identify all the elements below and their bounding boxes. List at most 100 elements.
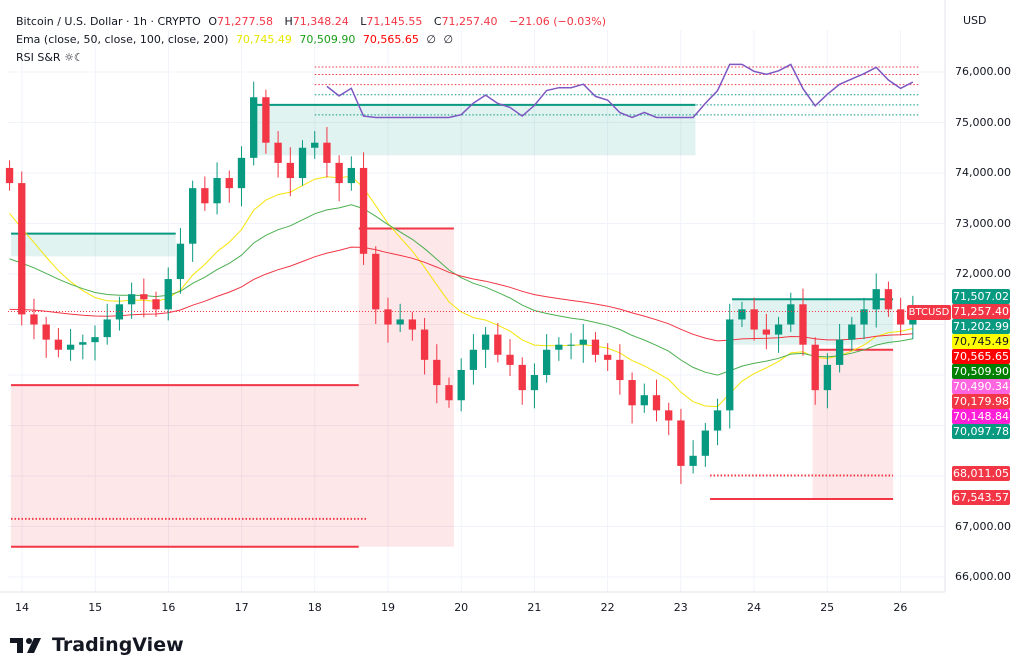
- rsi-legend-row: RSI S&R ☼☾: [16, 49, 610, 67]
- candle: [579, 339, 587, 345]
- candle: [542, 349, 551, 375]
- candle: [164, 279, 172, 310]
- candle: [640, 395, 648, 406]
- price-tick: 67,000.00: [955, 519, 1011, 533]
- candle: [750, 309, 758, 330]
- candle: [518, 364, 526, 391]
- high-value: 71,348.24: [292, 15, 349, 28]
- time-tick: 17: [234, 601, 249, 614]
- candle: [347, 167, 356, 184]
- price-tick: 73,000.00: [955, 216, 1011, 230]
- currency-label[interactable]: USD: [963, 14, 987, 27]
- candle: [188, 188, 197, 244]
- chart-legend: Bitcoin / U.S. Dollar · 1h · CRYPTO O71,…: [16, 13, 610, 67]
- price-tick: 76,000.00: [955, 65, 1011, 78]
- candle: [286, 162, 294, 179]
- candle: [469, 349, 478, 370]
- candle: [457, 369, 465, 401]
- time-tick: 23: [673, 601, 688, 614]
- candle: [91, 337, 99, 343]
- tradingview-logo-icon: [10, 638, 41, 653]
- tradingview-logo[interactable]: TradingView: [10, 634, 184, 656]
- candle: [774, 324, 783, 335]
- candle: [701, 430, 709, 456]
- sr-zone: [11, 385, 359, 547]
- price-badge: 71,257.40: [952, 304, 1010, 319]
- price-badge: 70,148.84: [952, 409, 1010, 424]
- symbol-badge: BTCUSD: [907, 305, 951, 320]
- candle: [726, 319, 734, 411]
- candle: [896, 309, 905, 325]
- rsi-line: [326, 63, 914, 119]
- candle: [213, 178, 221, 204]
- price-badge: 70,490.34: [952, 379, 1010, 394]
- candle: [677, 420, 685, 466]
- ema-legend-row: Ema (close, 50, close, 100, close, 200) …: [16, 31, 610, 49]
- candle: [250, 97, 258, 158]
- candle: [494, 334, 502, 355]
- candle: [54, 339, 63, 350]
- candle: [506, 354, 514, 365]
- time-tick: 19: [381, 601, 395, 614]
- candle: [323, 142, 331, 163]
- time-tick: 25: [820, 601, 835, 614]
- ema200-value: 70,565.65: [362, 33, 419, 46]
- price-badge: 71,202.99: [952, 319, 1010, 334]
- price-badge: 68,011.05: [952, 466, 1010, 481]
- candle: [140, 294, 148, 300]
- rsi-title[interactable]: RSI S&R ☼☾: [16, 51, 84, 64]
- candle: [652, 395, 661, 411]
- candle: [835, 339, 844, 365]
- candle: [420, 329, 429, 360]
- candle: [237, 157, 246, 189]
- symbol-title[interactable]: Bitcoin / U.S. Dollar · 1h · CRYPTO: [16, 15, 201, 28]
- candle: [713, 410, 722, 431]
- candle: [384, 309, 392, 325]
- price-tick: 74,000.00: [955, 166, 1011, 179]
- candle: [5, 167, 14, 184]
- candle: [408, 319, 417, 330]
- price-badge: 70,097.78: [952, 424, 1010, 439]
- candle: [274, 142, 282, 163]
- candle: [18, 183, 26, 315]
- candle: [311, 142, 319, 148]
- candle: [628, 380, 636, 406]
- candle: [860, 309, 868, 325]
- candle: [30, 314, 38, 325]
- symbol-legend-row: Bitcoin / U.S. Dollar · 1h · CRYPTO O71,…: [16, 15, 606, 28]
- candle: [262, 97, 270, 143]
- ema100-line: [9, 204, 913, 376]
- price-tick: 72,000.00: [955, 267, 1011, 280]
- candle: [298, 147, 307, 179]
- time-tick: 16: [161, 601, 176, 614]
- ema-title[interactable]: Ema (close, 50, close, 100, close, 200): [16, 33, 229, 46]
- candle: [152, 299, 160, 310]
- na-value: ∅: [426, 33, 436, 46]
- candle: [555, 344, 563, 350]
- price-badge: 70,179.98: [952, 394, 1010, 409]
- low-value: 71,145.55: [366, 15, 423, 28]
- candle: [445, 385, 453, 401]
- candle: [665, 410, 673, 421]
- price-badge: 71,507.02: [952, 289, 1010, 304]
- time-tick: 15: [88, 601, 103, 614]
- candle: [848, 324, 856, 340]
- time-tick: 20: [454, 601, 469, 614]
- candle: [127, 294, 136, 305]
- time-tick: 22: [600, 601, 615, 614]
- candle: [689, 455, 697, 466]
- ema200-line: [9, 246, 913, 342]
- sr-zone: [256, 104, 696, 156]
- price-badge: 70,509.90: [952, 364, 1010, 379]
- candle: [616, 359, 624, 381]
- price-badge: 70,745.49: [952, 334, 1010, 349]
- time-tick: 18: [307, 601, 322, 614]
- brand-name: TradingView: [52, 634, 184, 656]
- candle: [884, 289, 893, 310]
- time-tick: 24: [747, 601, 761, 614]
- ema100-value: 70,509.90: [299, 33, 356, 46]
- price-tick: 66,000.00: [955, 570, 1011, 583]
- price-tick: 75,000.00: [955, 115, 1011, 129]
- candle: [591, 339, 600, 355]
